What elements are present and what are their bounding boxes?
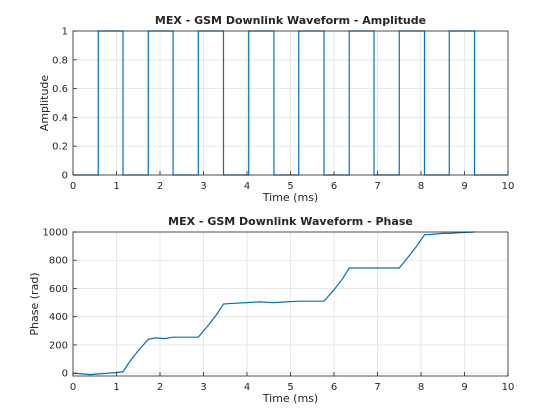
phase-x-tick-label: 2	[157, 382, 163, 393]
phase-x-tick-label: 4	[244, 382, 250, 393]
amplitude-y-tick-label: 0.4	[52, 113, 68, 124]
phase-series	[72, 231, 475, 376]
amplitude-x-tick-label: 2	[157, 181, 163, 192]
amplitude-y-tick-label: 0.8	[52, 55, 68, 66]
amplitude-y-tick-label: 0.6	[52, 84, 68, 95]
phase-x-tick-label: 10	[502, 382, 515, 393]
amplitude-x-tick-label: 1	[113, 181, 119, 192]
phase-x-tick-label: 6	[331, 382, 337, 393]
amplitude-y-tick-label: 0.2	[52, 142, 68, 153]
amplitude-x-tick-label: 0	[70, 181, 76, 192]
amplitude-x-tick-label: 9	[461, 181, 467, 192]
phase-x-tick-label: 1	[113, 382, 119, 393]
phase-x-tick-label: 0	[70, 382, 76, 393]
phase-x-tick-label: 7	[374, 382, 380, 393]
phase-x-tick-label: 8	[418, 382, 424, 393]
phase-y-tick-label: 400	[49, 312, 68, 323]
phase-x-tick-label: 5	[287, 382, 293, 393]
phase-y-tick-label: 600	[49, 284, 68, 295]
phase-y-tick-label: 0	[62, 369, 68, 380]
amplitude-x-tick-label: 5	[287, 181, 293, 192]
amplitude-x-tick-label: 8	[418, 181, 424, 192]
amplitude-title: MEX - GSM Downlink Waveform - Amplitude	[155, 14, 426, 27]
phase-ticks: 0 1 2 3 4 5 6 7 8 9 10 0 200 400 600 800 1000	[43, 228, 515, 394]
amplitude-x-tick-label: 10	[502, 181, 515, 192]
phase-y-tick-label: 1000	[43, 228, 68, 239]
phase-axes: 0 1 2 3 4 5 6 7 8 9 10 0 200 400 600 800 1000 MEX - GSM …	[28, 215, 514, 405]
amplitude-x-tick-label: 3	[200, 181, 206, 192]
phase-y-tick-label: 200	[49, 340, 68, 351]
amplitude-y-tick-label: 0	[62, 171, 68, 182]
phase-x-tick-label: 9	[461, 382, 467, 393]
phase-y-axis-label: Phase (rad)	[28, 272, 41, 335]
amplitude-x-tick-label: 4	[244, 181, 250, 192]
phase-y-tick-label: 800	[49, 256, 68, 267]
phase-title: MEX - GSM Downlink Waveform - Phase	[168, 215, 413, 228]
amplitude-y-tick-label: 1	[62, 27, 68, 38]
amplitude-x-tick-label: 6	[331, 181, 337, 192]
amplitude-x-axis-label: Time (ms)	[262, 191, 318, 204]
amplitude-y-axis-label: Amplitude	[38, 75, 51, 132]
amplitude-axes: 0 1 2 3 4 5 6 7 8 9 10 0 0.2 0.4 0.6 0.8 1 MEX - GSM Dow…	[38, 14, 514, 204]
phase-x-tick-label: 3	[200, 382, 206, 393]
amplitude-ticks: 0 1 2 3 4 5 6 7 8 9 10 0 0.2 0.4 0.6 0.8 1	[52, 27, 514, 193]
amplitude-x-tick-label: 7	[374, 181, 380, 192]
phase-x-axis-label: Time (ms)	[262, 392, 318, 405]
phase-series-line	[72, 231, 475, 376]
